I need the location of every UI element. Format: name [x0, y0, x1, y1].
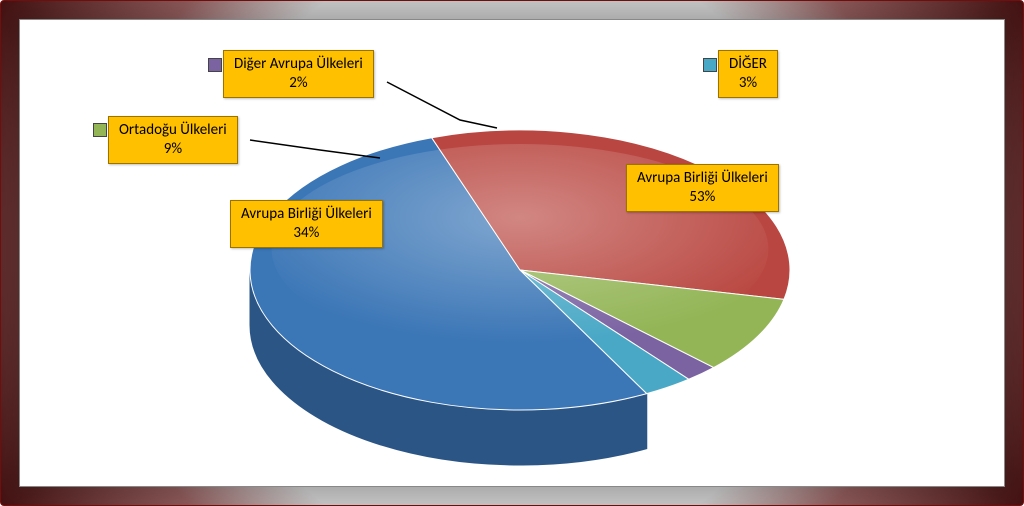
label-percent: 2% [234, 74, 363, 93]
label-diger-3: DİĞER 3% [718, 50, 778, 98]
swatch-diger-avrupa [208, 58, 222, 72]
label-percent: 3% [729, 74, 767, 93]
label-percent: 34% [241, 224, 372, 243]
label-text: Diğer Avrupa Ülkeleri [234, 55, 363, 73]
chart-frame: Avrupa Birliği Ülkeleri 53% Avrupa Birli… [0, 0, 1024, 506]
swatch-diger [703, 58, 717, 72]
label-diger-avrupa-2: Diğer Avrupa Ülkeleri 2% [223, 50, 374, 98]
label-avrupa-birligi-34: Avrupa Birliği Ülkeleri 34% [230, 200, 383, 248]
label-percent: 9% [119, 140, 227, 159]
label-text: Avrupa Birliği Ülkeleri [637, 169, 768, 187]
label-text: DİĞER [729, 55, 767, 73]
label-text: Ortadoğu Ülkeleri [119, 121, 227, 139]
chart-panel: Avrupa Birliği Ülkeleri 53% Avrupa Birli… [19, 19, 1005, 487]
label-avrupa-birligi-53: Avrupa Birliği Ülkeleri 53% [626, 164, 779, 212]
swatch-ortadogu [93, 123, 107, 137]
label-ortadogu-9: Ortadoğu Ülkeleri 9% [108, 116, 238, 164]
leader-lines [20, 20, 1008, 490]
label-percent: 53% [637, 188, 768, 207]
pie-chart: Avrupa Birliği Ülkeleri 53% Avrupa Birli… [20, 20, 1004, 486]
label-text: Avrupa Birliği Ülkeleri [241, 205, 372, 223]
